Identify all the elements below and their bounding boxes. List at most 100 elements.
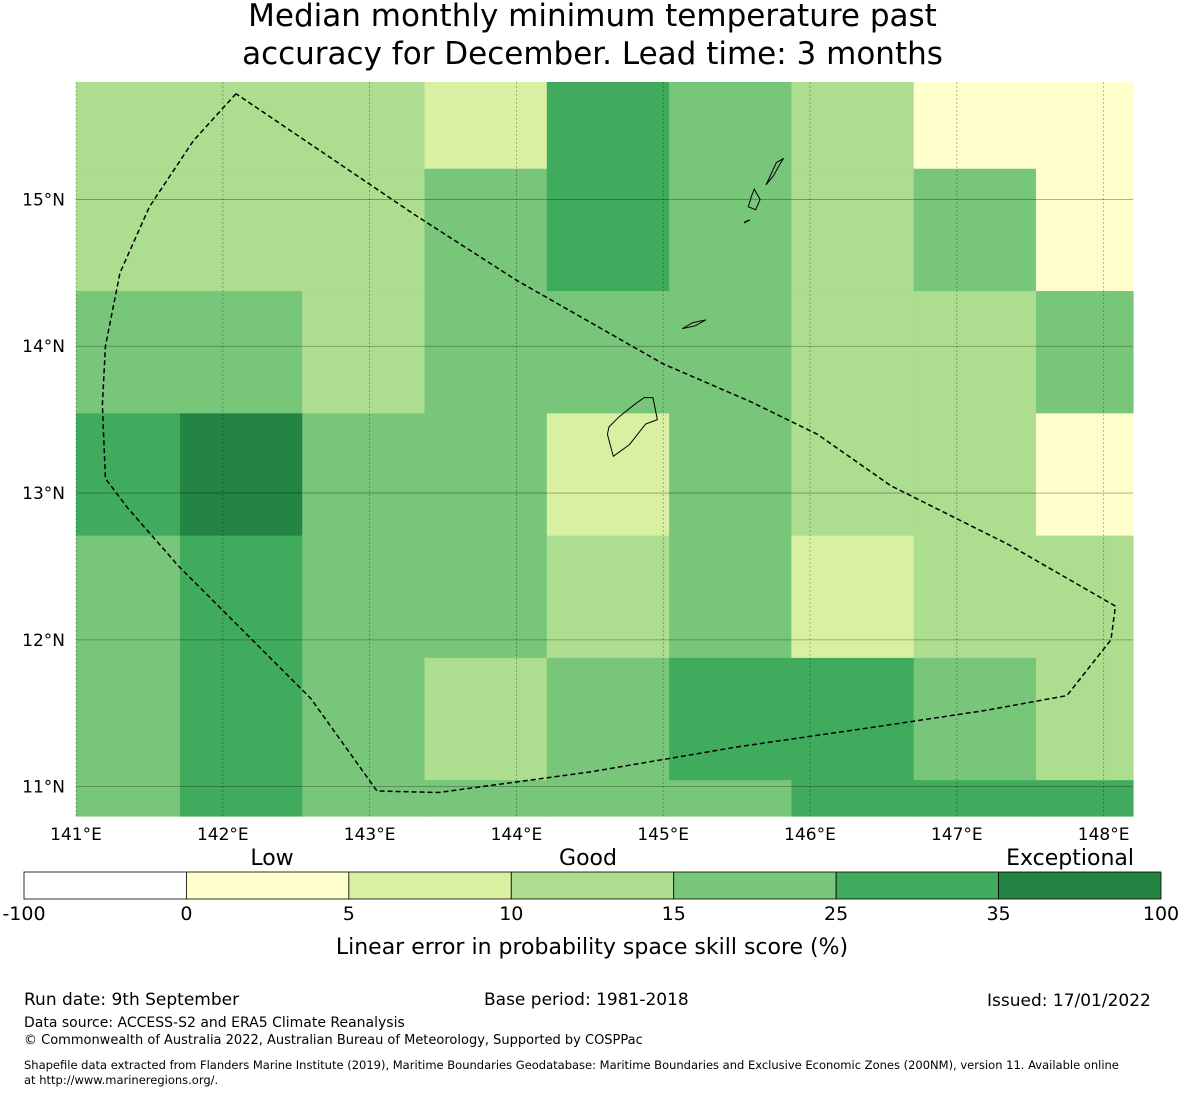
base-period: Base period: 1981-2018 xyxy=(484,990,689,1010)
grid-cell xyxy=(302,780,426,817)
lon-tick-label: 141°E xyxy=(50,825,102,845)
grid-cell xyxy=(791,168,915,292)
colorbar-tick-label: -100 xyxy=(2,903,45,925)
grid-cell xyxy=(179,657,303,781)
grid-cell xyxy=(76,413,181,537)
colorbar-tick-label: 35 xyxy=(986,903,1010,925)
grid-cell xyxy=(913,168,1037,292)
grid-cell xyxy=(913,82,1037,170)
grid-cell xyxy=(546,780,670,817)
grid-cell xyxy=(913,780,1037,817)
grid-cell xyxy=(1035,535,1134,659)
lat-tick-label: 11°N xyxy=(22,778,65,798)
grid-cell xyxy=(791,291,915,414)
grid-cell xyxy=(179,535,303,659)
grid-cell xyxy=(302,413,426,537)
colorbar-segment xyxy=(673,871,837,900)
lon-tick-label: 143°E xyxy=(344,825,396,845)
grid-cell xyxy=(302,291,426,414)
colorbar-tick-label: 0 xyxy=(180,903,192,925)
grid-cell xyxy=(302,168,426,292)
grid-cell xyxy=(1035,168,1134,292)
grid-cell xyxy=(546,82,670,170)
issued-date: Issued: 17/01/2022 xyxy=(987,991,1151,1011)
grid-cell xyxy=(669,291,792,414)
grid-cell xyxy=(1035,82,1134,170)
colorbar-segment xyxy=(348,871,512,900)
grid-cell xyxy=(76,780,181,817)
lat-tick-label: 12°N xyxy=(22,631,65,651)
lon-tick-label: 146°E xyxy=(784,825,836,845)
grid-cell xyxy=(179,780,303,817)
grid-cell xyxy=(913,657,1037,781)
grid-cell xyxy=(424,82,548,170)
island-outline xyxy=(765,157,785,186)
colorbar-segment xyxy=(23,871,187,900)
grid-cell xyxy=(913,291,1037,414)
colorbar-segment xyxy=(835,871,999,900)
map-title-line-2: accuracy for December. Lead time: 3 mont… xyxy=(242,36,943,72)
shapefile-note-line-1: Shapefile data extracted from Flanders M… xyxy=(24,1058,1119,1072)
lon-tick-label: 147°E xyxy=(931,825,983,845)
grid-cell xyxy=(424,291,548,414)
grid-cell xyxy=(424,168,548,292)
grid-cell xyxy=(791,535,915,659)
grid-cell xyxy=(546,657,670,781)
lat-tick-label: 14°N xyxy=(22,337,65,357)
grid-cell xyxy=(913,535,1037,659)
grid-cell xyxy=(424,535,548,659)
colorbar-tick-label: 5 xyxy=(343,903,355,925)
island-outline xyxy=(743,219,751,224)
grid-cell xyxy=(1035,780,1134,817)
grid-cell xyxy=(669,82,792,170)
grid-cell xyxy=(791,82,915,170)
grid-cell xyxy=(76,657,181,781)
colorbar-segment xyxy=(186,871,350,900)
grid-cell xyxy=(302,657,426,781)
grid-cell xyxy=(669,780,792,817)
grid-cell xyxy=(1035,413,1134,537)
colorbar-category-label: Good xyxy=(559,846,617,871)
shapefile-note-line-2: at http://www.marineregions.org/. xyxy=(24,1073,219,1087)
grid-cell xyxy=(424,657,548,781)
grid-cell xyxy=(791,780,915,817)
copyright: © Commonwealth of Australia 2022, Austra… xyxy=(24,1033,643,1048)
grid-cell xyxy=(179,168,303,292)
grid-cell xyxy=(424,413,548,537)
lat-tick-label: 15°N xyxy=(22,190,65,210)
grid-cell xyxy=(179,291,303,414)
grid-cell xyxy=(546,168,670,292)
grid-cell xyxy=(179,413,303,537)
lon-tick-label: 144°E xyxy=(491,825,543,845)
grid-cell xyxy=(669,168,792,292)
colorbar-tick-label: 100 xyxy=(1143,903,1179,925)
colorbar-category-label: Low xyxy=(250,846,293,871)
grid-cell xyxy=(669,657,792,781)
island-outline xyxy=(682,319,707,330)
grid-cell xyxy=(669,413,792,537)
island-outline xyxy=(747,188,761,211)
colorbar-segment xyxy=(510,871,675,900)
data-source: Data source: ACCESS-S2 and ERA5 Climate … xyxy=(24,1015,405,1031)
lat-tick-label: 13°N xyxy=(22,484,65,504)
island-outline xyxy=(606,397,658,458)
grid-cell xyxy=(76,535,181,659)
grid-cell xyxy=(76,168,181,292)
run-date: Run date: 9th September xyxy=(24,990,240,1010)
grid-cell xyxy=(1035,291,1134,414)
colorbar-tick-label: 15 xyxy=(662,903,686,925)
grid-cell xyxy=(913,413,1037,537)
colorbar-segment xyxy=(998,871,1162,900)
grid-cell xyxy=(791,413,915,537)
grid-cell xyxy=(546,291,670,414)
grid-cell xyxy=(669,535,792,659)
colorbar-tick-label: 10 xyxy=(499,903,523,925)
grid-cell xyxy=(791,657,915,781)
colorbar-xlabel: Linear error in probability space skill … xyxy=(336,935,848,960)
colorbar-tick-label: 25 xyxy=(824,903,848,925)
grid-cell xyxy=(302,82,426,170)
grid-cell xyxy=(76,291,181,414)
lon-tick-label: 145°E xyxy=(637,825,689,845)
colorbar-category-label: Exceptional xyxy=(1006,846,1134,871)
